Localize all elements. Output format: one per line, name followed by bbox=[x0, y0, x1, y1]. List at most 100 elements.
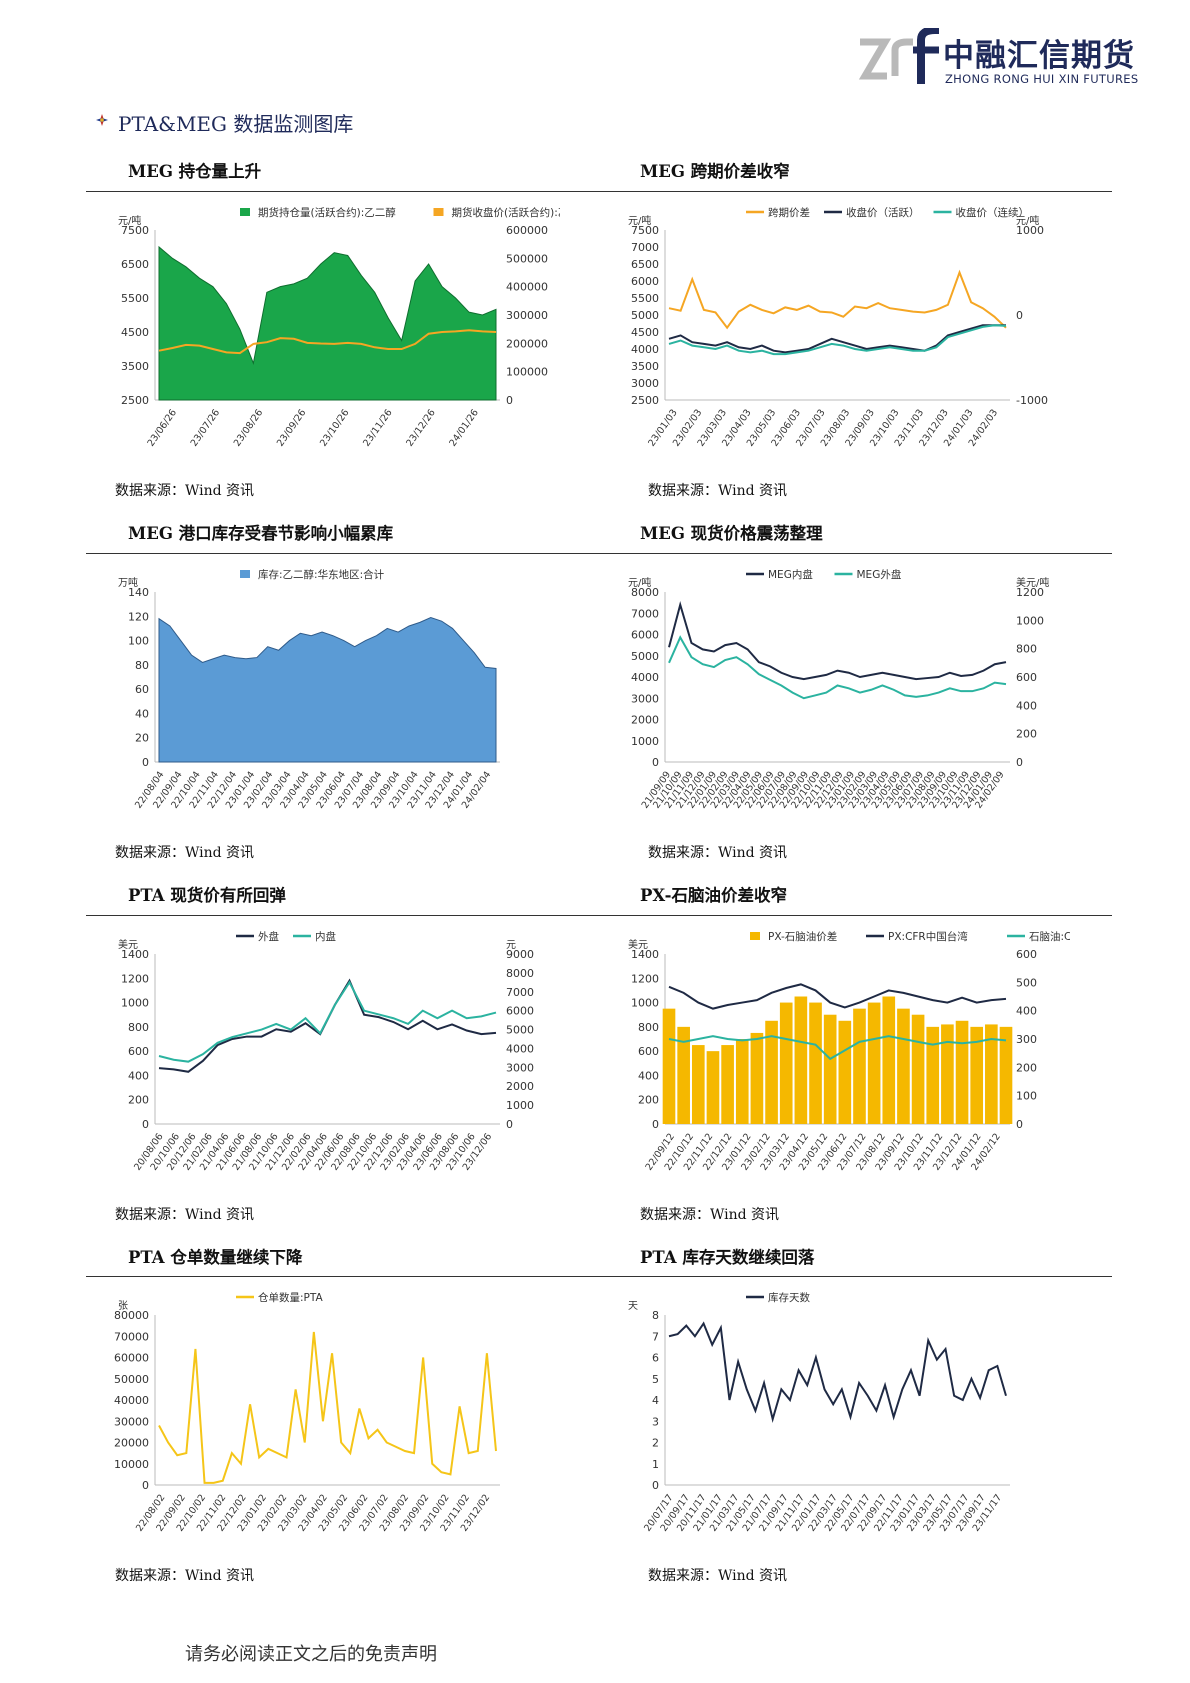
y-right-unit: 元/吨 bbox=[1016, 214, 1039, 227]
bar bbox=[970, 1026, 984, 1124]
y-right-tick-label: 400 bbox=[1016, 1005, 1037, 1018]
y-left-tick-label: 1 bbox=[652, 1458, 659, 1471]
section-title: PTA&MEG 数据监测图库 bbox=[118, 112, 354, 136]
legend-label: 库存天数 bbox=[768, 1291, 810, 1304]
y-left-tick-label: 2500 bbox=[121, 394, 149, 407]
bar bbox=[794, 996, 808, 1124]
y-left-tick-label: 70000 bbox=[114, 1330, 149, 1343]
bar bbox=[867, 1002, 881, 1124]
y-right-unit: 元 bbox=[506, 940, 516, 951]
footer-disclaimer: 请务必阅读正文之后的免责声明 bbox=[185, 1644, 437, 1665]
y-right-tick-label: 0 bbox=[1016, 756, 1023, 769]
y-right-tick-label: 500 bbox=[1016, 976, 1037, 989]
bar bbox=[941, 1024, 954, 1124]
y-left-tick-label: 0 bbox=[142, 756, 149, 769]
bar bbox=[955, 1020, 969, 1124]
chart-title-0: MEG 持仓量上升 bbox=[128, 162, 262, 181]
y-right-tick-label: 2000 bbox=[506, 1080, 534, 1093]
y-left-tick-label: 1200 bbox=[121, 972, 149, 985]
y-left-tick-label: 2 bbox=[652, 1437, 659, 1450]
legend-label: 期货持仓量(活跃合约):乙二醇 bbox=[258, 206, 396, 219]
y-left-tick-label: 4 bbox=[652, 1394, 659, 1407]
line-series-1 bbox=[668, 635, 1007, 700]
y-left-tick-label: 10000 bbox=[114, 1458, 149, 1471]
y-left-tick-label: 4500 bbox=[631, 326, 659, 339]
x-tick-label: 23/06/26 bbox=[146, 407, 179, 448]
bar bbox=[926, 1026, 940, 1124]
y-right-tick-label: 0 bbox=[506, 1118, 513, 1131]
x-tick-label: 23/12/26 bbox=[404, 407, 437, 448]
legend-swatch bbox=[240, 208, 250, 216]
data-source-6: 数据来源：Wind 资讯 bbox=[115, 1568, 255, 1584]
y-right-tick-label: 300 bbox=[1016, 1033, 1037, 1046]
chart-title-3: MEG 现货价格震荡整理 bbox=[640, 524, 823, 543]
line-series-1 bbox=[158, 329, 497, 355]
data-source-0: 数据来源：Wind 资讯 bbox=[115, 483, 255, 499]
bar bbox=[809, 1002, 822, 1124]
x-tick-label: 24/01/26 bbox=[447, 407, 480, 448]
y-right-tick-label: 3000 bbox=[506, 1061, 534, 1074]
y-left-tick-label: 60 bbox=[135, 683, 149, 696]
y-left-tick-label: 7000 bbox=[631, 241, 659, 254]
y-left-tick-label: 2500 bbox=[631, 394, 659, 407]
company-logo: 中融汇信期货 ZHONG RONG HUI XIN FUTURES bbox=[855, 24, 1138, 94]
legend-label: PX-石脑油价差 bbox=[768, 930, 837, 943]
bar bbox=[750, 1032, 764, 1124]
y-left-tick-label: 6000 bbox=[631, 629, 659, 642]
y-right-tick-label: 600 bbox=[1016, 671, 1037, 684]
x-tick-label: 23/08/26 bbox=[232, 407, 265, 448]
bar bbox=[897, 1008, 910, 1124]
x-tick-label: 23/09/26 bbox=[275, 407, 308, 448]
y-left-tick-label: 60000 bbox=[114, 1352, 149, 1365]
bar bbox=[985, 1024, 998, 1124]
y-left-tick-label: 1200 bbox=[631, 972, 659, 985]
y-left-tick-label: 1000 bbox=[631, 997, 659, 1010]
bar bbox=[735, 1039, 749, 1124]
section-bullet-icon bbox=[96, 114, 108, 126]
y-left-unit: 天 bbox=[628, 1301, 638, 1312]
y-left-tick-label: 600 bbox=[638, 1045, 659, 1058]
y-right-tick-label: 4000 bbox=[506, 1042, 534, 1055]
y-left-tick-label: 8000 bbox=[631, 586, 659, 599]
y-left-tick-label: 800 bbox=[638, 1021, 659, 1034]
chart-title-7: PTA 库存天数继续回落 bbox=[640, 1248, 815, 1267]
y-left-tick-label: 140 bbox=[128, 586, 149, 599]
legend-label: 石脑油:CFR日本 bbox=[1029, 930, 1070, 943]
y-left-tick-label: 80 bbox=[135, 659, 149, 672]
y-left-tick-label: 1000 bbox=[631, 735, 659, 748]
y-left-unit: 美元 bbox=[118, 938, 138, 951]
y-left-tick-label: 4000 bbox=[631, 343, 659, 356]
line-series-1 bbox=[668, 983, 1007, 1010]
y-left-unit: 元/吨 bbox=[118, 214, 141, 227]
legend-label: 跨期价差 bbox=[768, 206, 810, 219]
x-tick-label: 23/10/26 bbox=[318, 407, 351, 448]
chart-title-4: PTA 现货价有所回弹 bbox=[128, 886, 286, 905]
y-right-tick-label: 9000 bbox=[506, 948, 534, 961]
bar bbox=[911, 1014, 925, 1124]
y-left-unit: 元/吨 bbox=[628, 214, 651, 227]
y-left-unit: 元/吨 bbox=[628, 576, 651, 589]
line-series-2 bbox=[668, 324, 1007, 356]
area-series-0 bbox=[158, 245, 497, 401]
line-series-0 bbox=[158, 1331, 497, 1484]
y-left-tick-label: 4000 bbox=[631, 671, 659, 684]
bar bbox=[706, 1051, 720, 1124]
y-left-tick-label: 3000 bbox=[631, 377, 659, 390]
y-left-tick-label: 3 bbox=[652, 1415, 659, 1428]
y-left-tick-label: 40 bbox=[135, 707, 149, 720]
y-left-tick-label: 0 bbox=[142, 1118, 149, 1131]
y-left-tick-label: 4500 bbox=[121, 326, 149, 339]
y-right-tick-label: 6000 bbox=[506, 1005, 534, 1018]
legend-label: MEG外盘 bbox=[857, 568, 902, 581]
chart-pta-inventory-days: 库存天数天01234567820/07/1720/09/1720/11/1721… bbox=[628, 1291, 1010, 1534]
y-left-tick-label: 1000 bbox=[121, 997, 149, 1010]
y-left-tick-label: 0 bbox=[652, 1479, 659, 1492]
bar bbox=[662, 1008, 676, 1124]
chart-meg-spread: 跨期价差 收盘价（活跃） 收盘价（连续）元/吨 元/吨2500300035004000… bbox=[628, 206, 1048, 449]
data-source-4: 数据来源：Wind 资讯 bbox=[115, 1207, 255, 1223]
y-right-tick-label: 200 bbox=[1016, 728, 1037, 741]
legend-label: 库存:乙二醇:华东地区:合计 bbox=[258, 568, 385, 581]
y-left-tick-label: 6 bbox=[652, 1352, 659, 1365]
logo-en-text: ZHONG RONG HUI XIN FUTURES bbox=[945, 72, 1139, 86]
y-right-unit: 美元/吨 bbox=[1016, 576, 1049, 589]
